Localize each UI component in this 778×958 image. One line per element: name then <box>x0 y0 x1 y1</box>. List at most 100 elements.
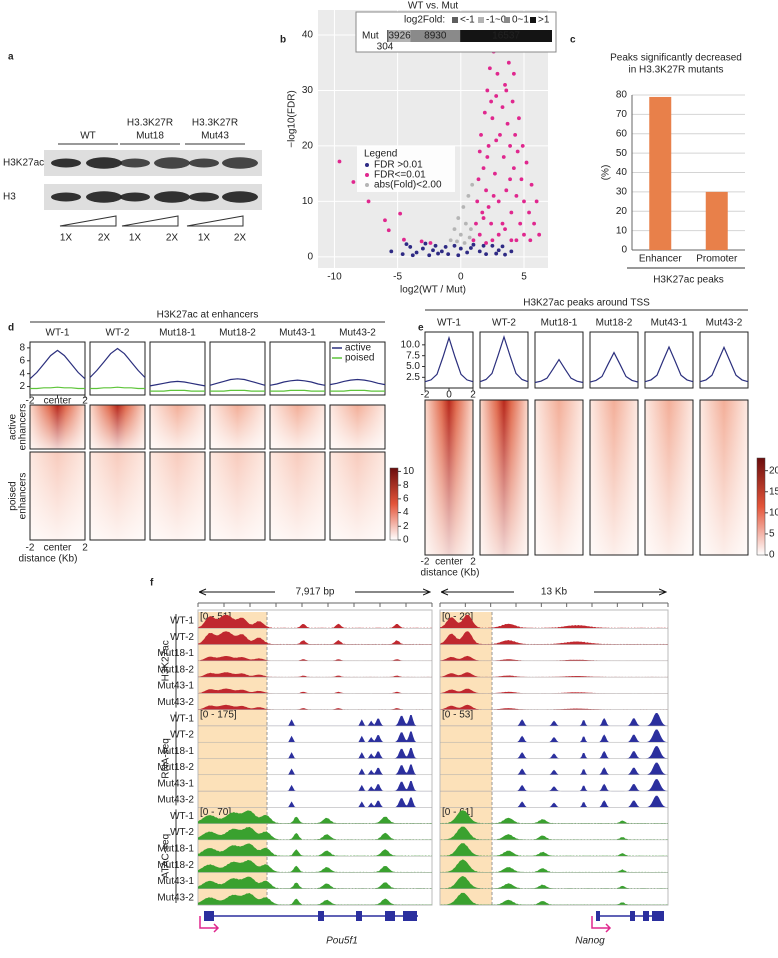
point <box>501 155 506 159</box>
y-tick-label: 20 <box>616 206 628 217</box>
sample-label: Mut43-2 <box>339 328 376 339</box>
sample-label: Mut43-1 <box>279 328 316 339</box>
profile-line <box>209 378 266 386</box>
point <box>366 199 371 204</box>
signal-track <box>198 704 432 710</box>
y-tick-label: 40 <box>616 167 628 178</box>
x-axis-label: H3K27ac peaks <box>653 275 724 286</box>
point <box>503 252 507 257</box>
point <box>489 221 494 226</box>
colorbar-label: 4 <box>403 507 409 518</box>
point <box>419 239 424 244</box>
legend-box <box>357 146 455 192</box>
profile-line <box>479 335 529 383</box>
colorbar <box>389 467 399 541</box>
point <box>495 71 500 76</box>
row-label: enhancers <box>18 404 29 451</box>
x-tick-label: Promoter <box>696 254 738 265</box>
value-label: 16537 <box>492 31 520 42</box>
row-label: enhancers <box>18 473 29 520</box>
point <box>456 253 461 258</box>
load-wedge <box>186 215 244 227</box>
colorbar-label: 0 <box>403 535 409 546</box>
sample-label: Mut18-1 <box>157 648 194 659</box>
group-label: H3K27ac <box>161 640 172 681</box>
legend-label: <-1 <box>460 15 475 26</box>
point <box>500 221 505 226</box>
range-label: [0 - 61] <box>442 807 473 818</box>
y-tick-label: 0 <box>307 252 313 263</box>
point <box>496 232 501 237</box>
point <box>480 210 485 215</box>
point <box>404 242 409 247</box>
tss-arrow <box>199 916 220 933</box>
point <box>500 105 505 109</box>
range-label: [0 - 70] <box>200 807 231 818</box>
profile-line <box>270 389 325 392</box>
bar-segment <box>460 30 552 42</box>
x-tick-label: -2 <box>421 557 430 568</box>
sample-label: Mut43-1 <box>157 681 194 692</box>
heatmap-fade <box>269 404 326 450</box>
signal-track <box>198 826 432 840</box>
point <box>486 205 491 209</box>
colorbar-label: 10 <box>403 466 415 477</box>
point <box>389 249 394 254</box>
point <box>456 216 461 220</box>
point <box>503 83 507 87</box>
sample-label: Mut18-1 <box>157 746 194 757</box>
point <box>514 193 519 198</box>
signal-track <box>198 893 432 905</box>
point <box>529 182 534 187</box>
legend-marker <box>365 183 369 187</box>
signal-track <box>440 688 668 694</box>
point <box>500 244 505 249</box>
chart-title: Peaks significantly decreased <box>610 53 742 64</box>
point <box>458 232 463 237</box>
point <box>402 237 406 242</box>
blot-row-label: H3K27ac <box>3 158 44 169</box>
point <box>515 149 520 154</box>
signal-track <box>440 826 668 840</box>
sample-label: Mut43-1 <box>651 318 688 329</box>
chart-title: WT vs. Mut <box>408 1 459 12</box>
sample-label: Mut43-2 <box>157 795 194 806</box>
point <box>485 88 490 93</box>
y-tick-label: 70 <box>616 109 628 120</box>
point <box>482 110 487 115</box>
sample-label: WT-2 <box>492 318 516 329</box>
panel-label: b <box>280 35 286 46</box>
blot-band <box>86 191 122 203</box>
lane-label: 2X <box>98 233 111 244</box>
x-tick-label: -10 <box>327 272 342 283</box>
point <box>519 177 524 182</box>
exon <box>652 911 664 921</box>
legend-label: poised <box>345 353 374 364</box>
range-label: [0 - 28] <box>442 612 473 623</box>
blot-group-label: Mut43 <box>201 131 229 142</box>
point <box>479 132 483 137</box>
y-tick-label: 8 <box>19 343 25 354</box>
signal-track <box>440 843 668 857</box>
x-tick-label: 0 <box>458 272 464 283</box>
profile-box <box>269 341 326 396</box>
point <box>420 246 425 251</box>
y-tick-label: 20 <box>302 141 314 152</box>
x-tick-label: 5 <box>521 272 527 283</box>
legend-label: FDR >0.01 <box>374 160 423 171</box>
point <box>481 166 486 171</box>
bar-segment <box>410 30 461 42</box>
bar-segment <box>387 30 389 42</box>
profile-line <box>330 389 385 392</box>
sample-label: WT-1 <box>170 713 194 724</box>
y-tick-label: 10 <box>616 225 628 236</box>
x-tick-label: center <box>44 396 72 407</box>
heatmap-fade <box>329 404 386 450</box>
gene-label: Nanog <box>575 936 605 947</box>
blot-row-label: H3 <box>3 192 16 203</box>
point <box>518 221 523 226</box>
profile-line <box>210 389 265 392</box>
sample-label: Mut43-1 <box>157 778 194 789</box>
sample-label: WT-1 <box>170 616 194 627</box>
